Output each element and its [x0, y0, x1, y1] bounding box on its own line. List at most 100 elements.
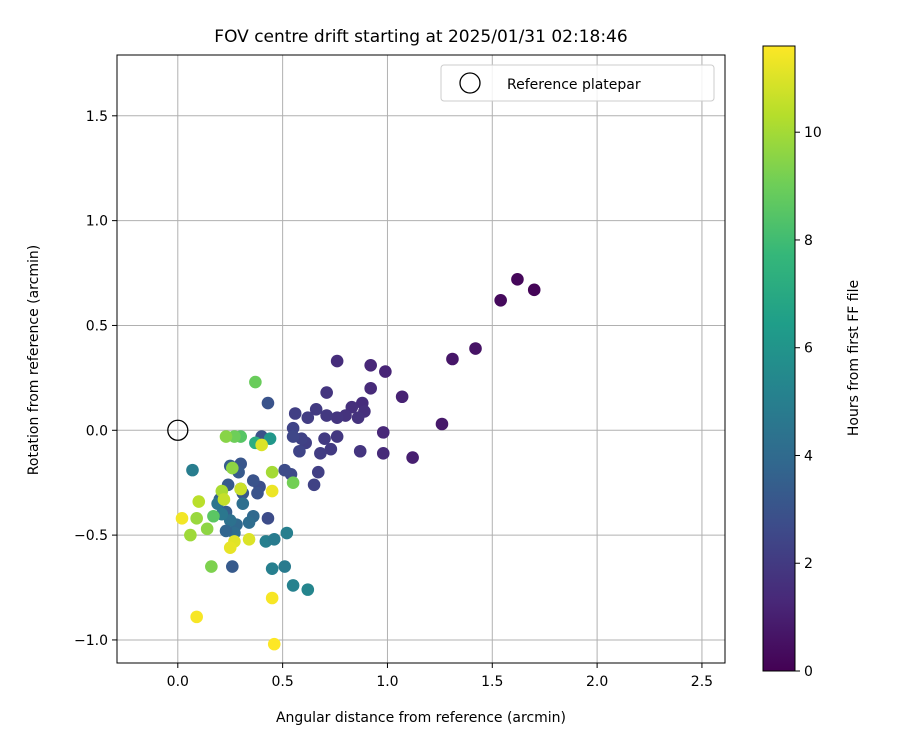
- x-tick-label: 0.5: [271, 674, 293, 690]
- data-point: [226, 461, 239, 475]
- x-tick-label: 0.0: [167, 674, 189, 690]
- data-point: [205, 560, 218, 573]
- data-point: [293, 444, 306, 458]
- data-point: [190, 610, 203, 624]
- data-point: [330, 430, 344, 443]
- y-tick-label: −0.5: [74, 528, 108, 544]
- grid-lines: [117, 55, 725, 663]
- colorbar-gradient: [762, 45, 796, 672]
- data-point: [265, 591, 279, 605]
- colorbar-tick-label: 0: [804, 664, 813, 680]
- data-point: [217, 493, 231, 506]
- data-point: [309, 403, 323, 416]
- colorbar-tick-label: 6: [804, 341, 813, 357]
- data-point: [267, 637, 281, 651]
- data-point: [330, 411, 344, 425]
- data-point: [311, 465, 325, 479]
- data-point: [318, 432, 331, 445]
- data-point: [242, 516, 256, 529]
- data-point: [376, 447, 390, 460]
- data-point: [307, 478, 321, 492]
- data-point: [190, 512, 203, 525]
- y-axis-label: Rotation from reference (arcmin): [26, 245, 42, 475]
- data-point: [226, 560, 239, 573]
- data-point: [351, 411, 365, 425]
- data-point: [242, 533, 256, 546]
- data-point: [184, 528, 197, 542]
- x-tick-label: 2.0: [586, 674, 608, 690]
- x-tick-label: 1.0: [376, 674, 398, 690]
- axes: 0.0 0.5 1.0 1.5 2.0 2.5 −1.0 −0.5 0.0 0.5 1.0 1.5: [74, 54, 726, 690]
- data-point: [175, 512, 189, 525]
- data-point: [261, 512, 275, 525]
- colorbar-label: Hours from first FF file: [846, 280, 862, 436]
- data-point: [395, 390, 409, 404]
- data-point: [207, 509, 220, 523]
- data-point: [330, 354, 344, 368]
- data-point: [261, 396, 275, 410]
- colorbar-tick-label: 4: [804, 448, 813, 464]
- x-tick-label: 1.5: [481, 674, 503, 690]
- data-point: [200, 522, 214, 536]
- data-point: [301, 411, 315, 425]
- data-point: [288, 407, 302, 420]
- data-point: [353, 444, 367, 458]
- y-tick-label: −1.0: [74, 633, 108, 649]
- data-point: [219, 524, 233, 538]
- colorbar-tick-label: 8: [804, 233, 813, 249]
- data-point: [469, 342, 482, 355]
- legend-entry-label: Reference platepar: [507, 77, 641, 93]
- data-point: [219, 430, 233, 443]
- y-tick-label: 0.0: [86, 423, 108, 439]
- y-tick-label: 0.5: [86, 318, 108, 334]
- data-point: [376, 426, 390, 439]
- data-point: [324, 442, 338, 456]
- data-point: [265, 562, 279, 575]
- colorbar: 0 2 4 6 8 10: [762, 45, 822, 680]
- data-point: [251, 486, 264, 500]
- data-point: [236, 497, 250, 510]
- data-point: [320, 409, 333, 422]
- data-point: [314, 447, 327, 460]
- data-point: [265, 465, 279, 479]
- data-point: [246, 474, 260, 487]
- data-point: [286, 579, 300, 592]
- data-point: [379, 365, 392, 378]
- plot-frame: [116, 54, 726, 664]
- data-point: [223, 541, 237, 554]
- data-point: [186, 463, 199, 477]
- data-point: [301, 583, 315, 596]
- data-point: [234, 482, 247, 496]
- data-point: [320, 386, 333, 399]
- colorbar-tick-label: 2: [804, 556, 813, 572]
- data-point: [406, 451, 419, 464]
- data-point: [286, 430, 300, 443]
- data-points: [167, 273, 541, 651]
- data-point: [192, 495, 206, 508]
- data-point: [249, 375, 262, 389]
- legend: Reference platepar: [440, 64, 715, 102]
- data-point: [280, 526, 294, 540]
- data-point: [255, 438, 268, 452]
- data-point: [267, 533, 281, 546]
- data-point: [265, 484, 279, 498]
- data-point: [364, 382, 377, 395]
- data-point: [435, 417, 449, 431]
- data-point: [278, 463, 292, 477]
- legend-box: [440, 64, 715, 102]
- data-point: [446, 352, 459, 366]
- chart-title: FOV centre drift starting at 2025/01/31 …: [214, 27, 627, 47]
- data-point: [286, 476, 300, 489]
- data-point: [364, 358, 377, 372]
- x-axis-label: Angular distance from reference (arcmin): [276, 710, 566, 726]
- x-tick-label: 2.5: [691, 674, 713, 690]
- y-tick-label: 1.0: [86, 214, 108, 230]
- colorbar-tick-label: 10: [804, 125, 822, 141]
- data-point: [527, 283, 541, 297]
- data-point: [511, 273, 524, 286]
- reference-platepar-marker: [167, 419, 189, 441]
- legend-marker-open-circle: [459, 72, 481, 94]
- data-point: [494, 293, 507, 307]
